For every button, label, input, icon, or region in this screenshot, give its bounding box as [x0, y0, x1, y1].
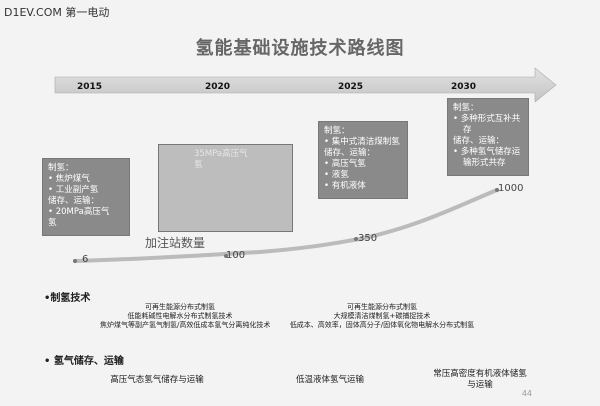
station-point-2030 — [495, 188, 499, 192]
tech-line: 低成本、高效率，固体高分子/固体氧化物电解水分布式制氢 — [289, 321, 475, 329]
page-title: 氢能基础设施技术路线图 — [195, 38, 405, 59]
station-point-2025 — [354, 237, 358, 241]
storage-item-1: 高压气态氢气储存与运输 — [110, 375, 204, 385]
box-2025: 制氢： • 集中式清洁煤制氢 储存、运输： • 高压气氢 • 液氢 • 有机液体 — [318, 121, 408, 199]
box-line: • 多种氢气储存运 — [453, 147, 521, 157]
box-line: • 集中式清洁煤制氢 — [324, 137, 400, 147]
box-line: • 液氢 — [324, 170, 349, 180]
station-point-2015 — [73, 259, 77, 263]
storage-item-3: 常压高密度有机液体储氢 与运输 — [415, 369, 545, 391]
box-line: 氢 — [194, 160, 203, 170]
year-label-2020: 2020 — [205, 82, 231, 92]
station-count-2015: 6 — [82, 254, 89, 265]
stations-caption: 加注站数量 — [145, 236, 206, 250]
box-line: 35MPa高压气 — [194, 149, 248, 159]
box-2020: 35MPa高压气 氢 — [158, 144, 293, 232]
tech-line: 低能耗碱性电解水分布式制氢技术 — [127, 312, 233, 320]
box-2015: 制氢： • 焦炉煤气 • 工业副产氢 储存、运输： • 20MPa高压气 氢 — [42, 158, 130, 236]
storage-item-2: 低温液体氢气运输 — [295, 375, 364, 385]
station-count-2030: 1000 — [498, 183, 524, 194]
tech-line: 可再生能源分布式制氢 — [347, 303, 417, 311]
station-count-2025: 350 — [358, 233, 378, 244]
storage-line: 与运输 — [467, 380, 493, 390]
box-line: 输形式共存 — [463, 158, 506, 168]
storage-heading: • 氢气储存、运输 — [44, 356, 124, 367]
watermark-text: D1EV.COM 第一电动 — [4, 6, 110, 19]
box-line: 制氢： — [324, 126, 350, 136]
station-point-2020 — [224, 254, 228, 258]
box-line: • 多种形式互补共 — [453, 114, 521, 124]
station-count-2020: 100 — [226, 250, 246, 261]
box-line: • 焦炉煤气 — [48, 174, 90, 184]
box-line: 制氢： — [48, 163, 74, 173]
year-label-2030: 2030 — [451, 82, 477, 92]
box-line: 氢 — [48, 218, 57, 228]
production-tech-col2: 可再生能源分布式制氢 大规模清洁煤制氢+碳捕捉技术 低成本、高效率，固体高分子/… — [282, 303, 482, 330]
box-line: 储存、运输： — [48, 196, 100, 206]
box-line: • 20MPa高压气 — [48, 207, 110, 217]
production-tech-col1: 可再生能源分布式制氢 低能耗碱性电解水分布式制氢技术 焦炉煤气等副产氢气制氢/高… — [100, 303, 271, 330]
box-2030: 制氢： • 多种形式互补共 存 储存、运输： • 多种氢气储存运 输形式共存 — [447, 98, 529, 176]
box-line: • 有机液体 — [324, 181, 366, 191]
storage-line: 常压高密度有机液体储氢 — [433, 369, 527, 379]
station-growth-curve — [73, 188, 499, 263]
year-label-2015: 2015 — [77, 82, 103, 92]
box-line: • 高压气氢 — [324, 159, 366, 169]
box-line: 储存、运输： — [453, 136, 505, 146]
tech-line: 焦炉煤气等副产氢气制氢/高效低成本氢气分离纯化技术 — [100, 321, 271, 329]
box-line: 存 — [463, 125, 472, 135]
year-label-2025: 2025 — [338, 82, 364, 92]
tech-line: 可再生能源分布式制氢 — [145, 303, 215, 311]
tech-line: 大规模清洁煤制氢+碳捕捉技术 — [333, 312, 431, 320]
box-line: 储存、运输： — [324, 148, 376, 158]
box-line: 制氢： — [453, 103, 479, 113]
page-number: 44 — [521, 389, 532, 398]
box-line: • 工业副产氢 — [48, 185, 99, 195]
production-tech-heading: •制氢技术 — [44, 293, 91, 304]
timeline-arrow — [54, 67, 557, 103]
